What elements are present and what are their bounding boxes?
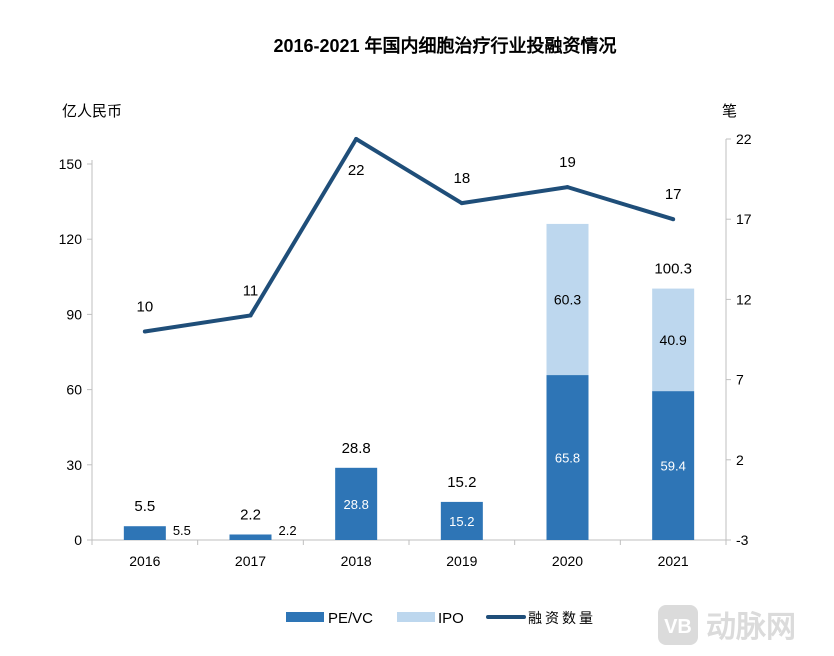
data-label-pevc: 28.8 <box>344 497 369 512</box>
left-tick-label: 120 <box>59 231 83 247</box>
data-label-count: 22 <box>348 162 365 179</box>
data-label-count: 17 <box>665 186 682 203</box>
data-label-total: 2.2 <box>240 506 261 523</box>
bar-pevc-2016 <box>123 526 166 540</box>
legend-label-ipo: IPO <box>438 610 464 627</box>
line-point <box>565 185 570 190</box>
x-tick-label: 2021 <box>658 553 689 569</box>
right-tick-label: 17 <box>736 211 752 227</box>
legend-swatch-ipo <box>397 612 435 622</box>
bar-pevc-2021 <box>652 391 695 540</box>
data-label-count: 18 <box>453 170 470 187</box>
data-label-ipo: 60.3 <box>554 291 581 307</box>
data-label-count: 19 <box>559 154 576 171</box>
data-label-total: 15.2 <box>447 474 476 491</box>
line-point <box>354 137 359 141</box>
bar-ipo-2020 <box>546 223 589 376</box>
bar-pevc-2020 <box>546 375 589 540</box>
right-tick-label: 2 <box>736 452 744 468</box>
left-tick-label: 0 <box>74 532 82 548</box>
data-label-pevc: 15.2 <box>449 514 474 529</box>
right-tick-label: 12 <box>736 291 752 307</box>
left-tick-label: 30 <box>66 457 82 473</box>
line-point <box>248 313 253 318</box>
line-point <box>459 201 464 206</box>
bar-pevc-2019 <box>440 501 483 540</box>
watermark-text: 动脉网 <box>706 611 796 644</box>
left-tick-label: 90 <box>66 306 82 322</box>
right-tick-label: -3 <box>736 532 749 548</box>
data-label-pevc: 65.8 <box>555 451 580 466</box>
right-tick-label: 7 <box>736 372 744 388</box>
legend-label-count: 融资数量 <box>528 610 596 626</box>
legend-swatch-pevc <box>286 612 324 622</box>
bar-pevc-2018 <box>335 467 378 540</box>
chart-title: 2016-2021 年国内细胞治疗行业投融资情况 <box>273 35 616 56</box>
x-tick-label: 2019 <box>446 553 477 569</box>
data-label-total: 5.5 <box>134 498 155 515</box>
left-tick-label: 60 <box>66 382 82 398</box>
data-label-count: 11 <box>243 282 259 299</box>
data-label-count: 10 <box>136 298 153 315</box>
watermark-logo: VB 动脉网 <box>658 605 796 645</box>
x-tick-label: 2018 <box>341 553 372 569</box>
data-label-total: 28.8 <box>342 440 371 457</box>
right-axis-label: 笔 <box>722 103 737 120</box>
data-label-total: 100.3 <box>654 261 692 278</box>
left-tick-label: 150 <box>59 156 83 172</box>
legend-label-pevc: PE/VC <box>328 610 373 627</box>
right-tick-label: 22 <box>736 131 752 147</box>
svg-text:VB: VB <box>664 616 692 638</box>
data-label-ipo: 40.9 <box>660 332 687 348</box>
line-series-count <box>144 137 674 334</box>
x-tick-label: 2016 <box>129 553 160 569</box>
x-tick-label: 2017 <box>235 553 266 569</box>
data-label-pevc: 2.2 <box>279 523 297 538</box>
left-axis-label: 亿人民币 <box>62 103 122 120</box>
x-tick-label: 2020 <box>552 553 583 569</box>
bar-ipo-2021 <box>652 288 695 392</box>
data-label-pevc: 5.5 <box>173 523 191 538</box>
line-point <box>142 329 147 334</box>
line-point <box>671 217 676 222</box>
bar-pevc-2017 <box>229 534 272 540</box>
data-label-pevc: 59.4 <box>661 459 686 474</box>
